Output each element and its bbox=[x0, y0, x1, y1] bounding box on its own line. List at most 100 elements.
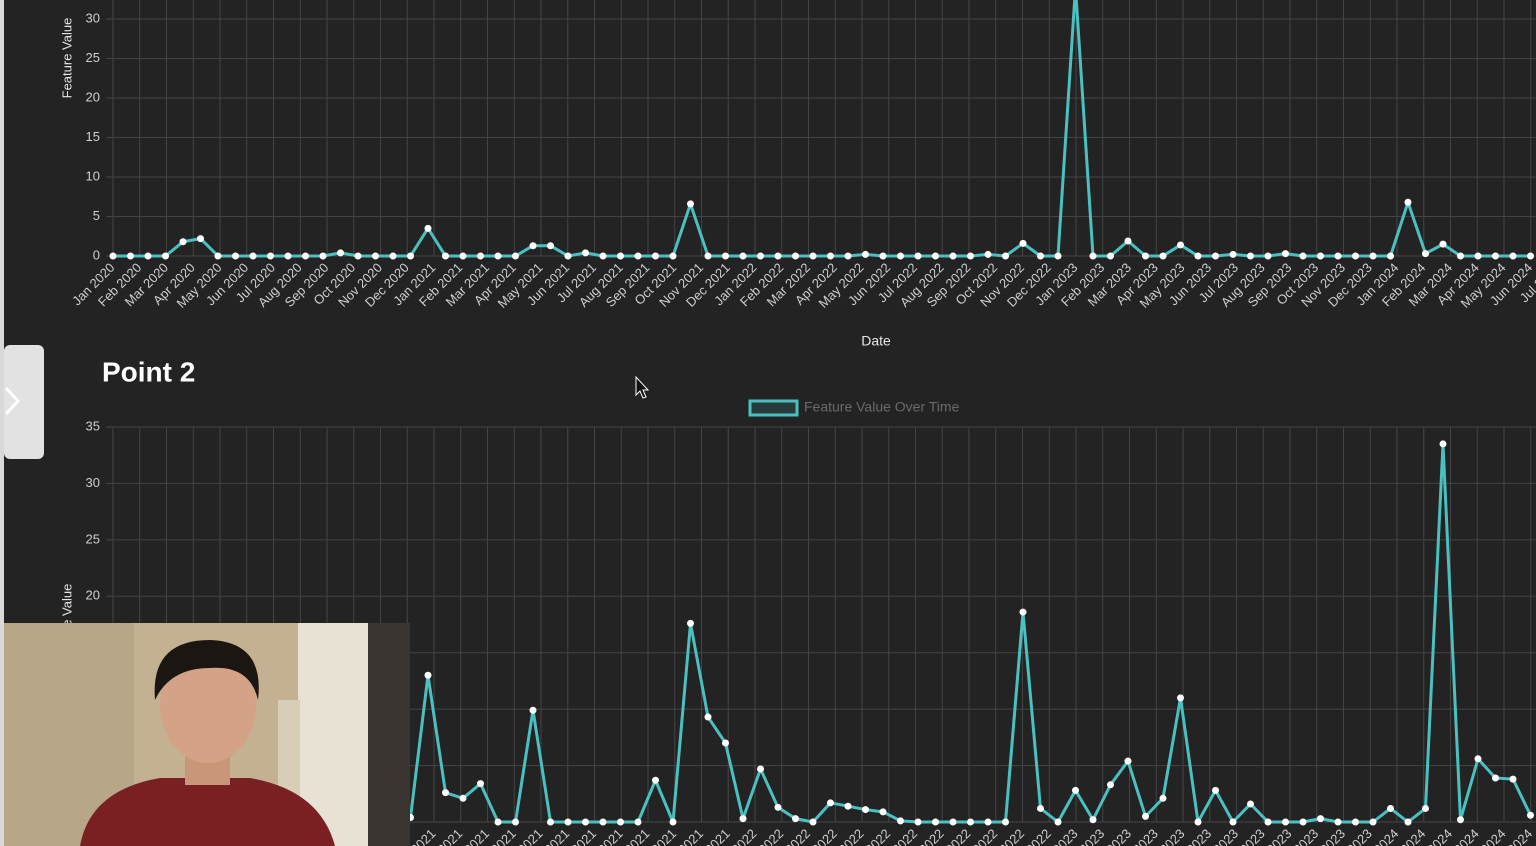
data-point bbox=[179, 238, 187, 246]
data-point bbox=[529, 242, 537, 250]
data-point bbox=[914, 818, 922, 826]
data-point bbox=[249, 252, 257, 260]
data-point bbox=[127, 252, 134, 260]
data-point bbox=[1089, 816, 1097, 824]
data-point bbox=[1509, 775, 1517, 783]
data-point bbox=[1492, 252, 1499, 260]
data-point bbox=[1387, 804, 1394, 812]
data-point bbox=[757, 252, 764, 260]
data-point bbox=[687, 200, 694, 208]
data-point bbox=[652, 252, 659, 260]
legend-label: Feature Value Over Time bbox=[804, 399, 960, 415]
data-point bbox=[774, 252, 782, 260]
data-point bbox=[1124, 757, 1132, 765]
data-point bbox=[582, 818, 589, 826]
data-point bbox=[844, 802, 852, 810]
data-point bbox=[547, 242, 554, 250]
data-point bbox=[1352, 818, 1359, 826]
data-point bbox=[1282, 818, 1289, 826]
data-point bbox=[879, 252, 887, 260]
data-point bbox=[1457, 816, 1464, 824]
data-point bbox=[1369, 252, 1377, 260]
y-tick-label: 25 bbox=[86, 50, 100, 65]
data-point bbox=[844, 252, 852, 260]
data-point bbox=[1212, 252, 1219, 260]
closet bbox=[368, 623, 410, 846]
data-point bbox=[512, 818, 519, 826]
y-axis-label: Feature Value bbox=[59, 18, 74, 99]
section-heading: Point 2 bbox=[102, 356, 195, 387]
data-point bbox=[1194, 252, 1202, 260]
data-point bbox=[617, 818, 624, 826]
data-point bbox=[109, 252, 117, 260]
data-point bbox=[564, 252, 572, 260]
data-point bbox=[1002, 818, 1009, 826]
data-point bbox=[967, 818, 974, 826]
data-point bbox=[1299, 252, 1307, 260]
data-point bbox=[214, 252, 222, 260]
data-point bbox=[967, 252, 974, 260]
series-line bbox=[113, 0, 1531, 258]
data-point bbox=[424, 224, 432, 232]
data-point bbox=[1317, 252, 1324, 260]
data-point bbox=[1404, 198, 1412, 206]
data-point bbox=[1299, 818, 1307, 826]
y-tick-label: 15 bbox=[86, 129, 100, 144]
data-point bbox=[914, 252, 922, 260]
data-point bbox=[897, 252, 904, 260]
y-tick-label: 20 bbox=[86, 588, 100, 603]
data-point bbox=[687, 619, 694, 627]
data-point bbox=[1387, 252, 1394, 260]
data-point bbox=[459, 252, 467, 260]
data-point bbox=[1212, 786, 1219, 794]
data-point bbox=[862, 250, 869, 258]
data-point bbox=[1264, 252, 1272, 260]
data-point bbox=[1159, 252, 1167, 260]
data-point bbox=[1334, 252, 1342, 260]
data-point bbox=[512, 252, 519, 260]
data-point bbox=[634, 252, 642, 260]
y-tick-label: 0 bbox=[93, 247, 100, 262]
data-point bbox=[932, 818, 939, 826]
data-point bbox=[949, 818, 957, 826]
data-point bbox=[669, 818, 677, 826]
data-point bbox=[442, 789, 449, 797]
y-tick-label: 30 bbox=[86, 10, 100, 25]
data-point bbox=[827, 799, 834, 807]
data-point bbox=[1037, 252, 1044, 260]
data-point bbox=[144, 252, 152, 260]
data-point bbox=[1229, 818, 1237, 826]
data-point bbox=[599, 818, 607, 826]
data-point bbox=[1492, 774, 1499, 782]
data-point bbox=[1264, 818, 1272, 826]
data-point bbox=[1422, 804, 1429, 812]
data-point bbox=[267, 252, 274, 260]
data-point bbox=[477, 252, 484, 260]
data-point bbox=[599, 252, 607, 260]
data-point bbox=[372, 252, 379, 260]
data-point bbox=[1054, 252, 1062, 260]
data-point bbox=[1194, 818, 1202, 826]
data-point bbox=[1159, 794, 1167, 802]
data-point bbox=[704, 713, 712, 721]
mouse-cursor bbox=[635, 375, 650, 399]
data-point bbox=[984, 250, 992, 258]
y-tick-label: 20 bbox=[86, 89, 100, 104]
person-shirt bbox=[80, 778, 335, 846]
data-point bbox=[1142, 252, 1149, 260]
data-point bbox=[1352, 252, 1359, 260]
data-point bbox=[1369, 818, 1377, 826]
data-point bbox=[1177, 694, 1184, 702]
data-point bbox=[652, 776, 659, 784]
legend-swatch bbox=[748, 399, 799, 417]
toggle-button[interactable] bbox=[4, 345, 44, 459]
y-tick-label: 25 bbox=[86, 531, 100, 546]
data-point bbox=[407, 252, 414, 260]
sidebar-toggle[interactable] bbox=[4, 345, 44, 459]
data-point bbox=[1089, 252, 1097, 260]
data-point bbox=[1107, 781, 1114, 789]
data-point bbox=[1072, 786, 1079, 794]
y-tick-label: 10 bbox=[86, 168, 100, 183]
data-point bbox=[1124, 237, 1132, 245]
